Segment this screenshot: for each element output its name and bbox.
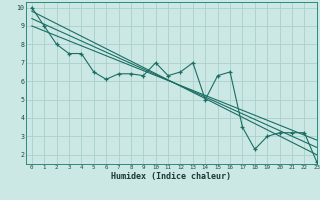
- X-axis label: Humidex (Indice chaleur): Humidex (Indice chaleur): [111, 172, 231, 181]
